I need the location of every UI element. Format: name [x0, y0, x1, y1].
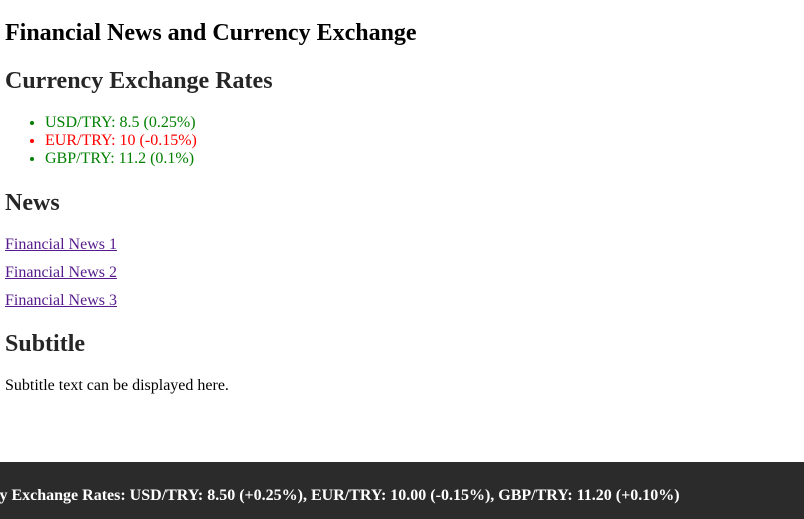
- news-link-2[interactable]: Financial News 2: [5, 264, 117, 281]
- news-heading: News: [5, 190, 60, 216]
- currency-rates-heading: Currency Exchange Rates: [5, 68, 273, 94]
- page-title: Financial News and Currency Exchange: [5, 20, 417, 46]
- rate-item-eur-try: EUR/TRY: 10 (-0.15%): [45, 132, 197, 150]
- currency-rates-list: USD/TRY: 8.5 (0.25%) EUR/TRY: 10 (-0.15%…: [5, 114, 197, 168]
- news-link-1[interactable]: Financial News 1: [5, 236, 117, 253]
- news-link-3[interactable]: Financial News 3: [5, 292, 117, 309]
- rate-item-usd-try: USD/TRY: 8.5 (0.25%): [45, 114, 197, 132]
- subtitle-text: Subtitle text can be displayed here.: [5, 377, 229, 394]
- subtitle-heading: Subtitle: [5, 331, 86, 357]
- rate-item-gbp-try: GBP/TRY: 11.2 (0.1%): [45, 150, 197, 168]
- ticker-bar: Currency Exchange Rates: USD/TRY: 8.50 (…: [0, 462, 804, 519]
- ticker-text: Currency Exchange Rates: USD/TRY: 8.50 (…: [0, 487, 680, 504]
